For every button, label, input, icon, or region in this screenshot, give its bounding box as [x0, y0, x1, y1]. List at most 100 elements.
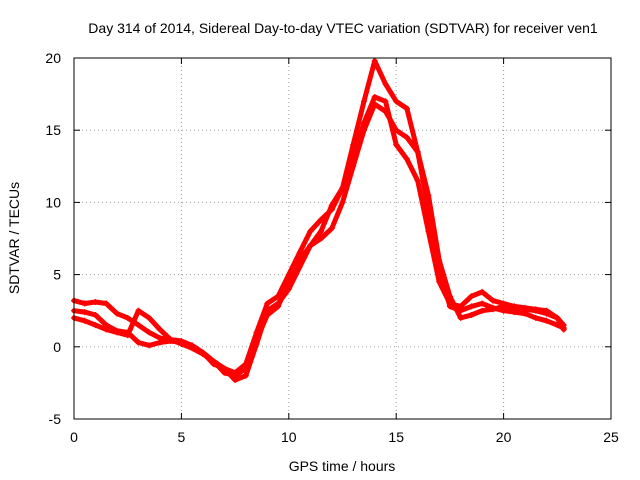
data-point: [436, 257, 443, 264]
data-point: [403, 156, 410, 163]
data-point: [113, 310, 120, 317]
data-point: [403, 134, 410, 141]
series-line: [71, 101, 567, 379]
data-point: [479, 288, 486, 295]
data-point: [253, 340, 260, 347]
data-point: [328, 225, 335, 232]
data-point: [81, 300, 88, 307]
data-point: [425, 192, 432, 199]
series-track-3: [71, 57, 567, 384]
data-point: [156, 339, 163, 346]
data-point: [371, 57, 378, 64]
data-point: [210, 361, 217, 368]
plot-frame: [73, 57, 612, 420]
x-tick-label: 25: [603, 429, 619, 445]
data-point: [382, 80, 389, 87]
x-tick-label: 5: [178, 429, 186, 445]
data-point: [318, 228, 325, 235]
data-point: [275, 300, 282, 307]
data-point: [328, 202, 335, 209]
data-point: [296, 249, 303, 256]
data-point: [371, 93, 378, 100]
data-point: [92, 322, 99, 329]
data-point: [81, 309, 88, 316]
data-point: [167, 336, 174, 343]
data-point: [339, 199, 346, 206]
data-point: [350, 163, 357, 170]
data-point: [124, 314, 131, 321]
data-point: [479, 307, 486, 314]
grid: [74, 58, 611, 419]
data-point: [500, 303, 507, 310]
data-point: [135, 307, 142, 314]
data-point: [468, 293, 475, 300]
data-point: [178, 338, 185, 345]
data-point: [103, 300, 110, 307]
data-point: [511, 304, 518, 311]
data-point: [468, 312, 475, 319]
data-point: [307, 242, 314, 249]
data-point: [360, 98, 367, 105]
data-point: [156, 326, 163, 333]
y-tick-labels: -5 0 5 10 15 20: [45, 50, 61, 427]
data-point: [393, 98, 400, 105]
data-point: [468, 303, 475, 310]
y-tick-label: 5: [53, 267, 61, 283]
data-point: [339, 184, 346, 191]
x-tick-labels: 0 5 10 15 20 25: [70, 429, 619, 445]
data-point: [532, 314, 539, 321]
y-tick-label: 0: [53, 339, 61, 355]
data-point: [318, 235, 325, 242]
data-point: [446, 293, 453, 300]
data-point: [393, 141, 400, 148]
data-point: [242, 372, 249, 379]
x-tick-label: 15: [388, 429, 404, 445]
chart-title: Day 314 of 2014, Sidereal Day-to-day VTE…: [88, 20, 598, 36]
data-point: [532, 307, 539, 314]
data-point: [296, 264, 303, 271]
data-point: [81, 317, 88, 324]
data-point: [489, 306, 496, 313]
data-point: [113, 329, 120, 336]
y-tick-label: -5: [49, 411, 62, 427]
data-point: [92, 312, 99, 319]
data-point: [543, 317, 550, 324]
data-point: [543, 310, 550, 317]
data-point: [489, 297, 496, 304]
data-point: [371, 101, 378, 108]
data-point: [146, 329, 153, 336]
data-point: [135, 322, 142, 329]
x-axis-label: GPS time / hours: [289, 458, 396, 474]
series-layer: [71, 57, 567, 384]
data-point: [124, 332, 131, 339]
data-point: [103, 326, 110, 333]
data-point: [199, 349, 206, 356]
data-point: [146, 314, 153, 321]
series-track-2: [71, 101, 567, 379]
data-point: [232, 377, 239, 384]
y-tick-label: 10: [45, 194, 61, 210]
data-point: [403, 105, 410, 112]
data-point: [350, 141, 357, 148]
data-point: [285, 286, 292, 293]
data-point: [414, 148, 421, 155]
x-tick-label: 10: [281, 429, 297, 445]
axis-ticks: [73, 57, 612, 420]
data-point: [360, 127, 367, 134]
data-point: [393, 127, 400, 134]
y-tick-label: 20: [45, 50, 61, 66]
data-point: [135, 339, 142, 346]
data-point: [318, 216, 325, 223]
data-point: [479, 300, 486, 307]
y-tick-label: 15: [45, 122, 61, 138]
data-point: [146, 342, 153, 349]
data-point: [457, 314, 464, 321]
data-point: [307, 228, 314, 235]
y-axis-label: SDTVAR / TECUs: [6, 182, 22, 294]
data-point: [92, 299, 99, 306]
data-point: [446, 303, 453, 310]
x-tick-label: 0: [70, 429, 78, 445]
data-point: [414, 177, 421, 184]
data-point: [221, 365, 228, 372]
